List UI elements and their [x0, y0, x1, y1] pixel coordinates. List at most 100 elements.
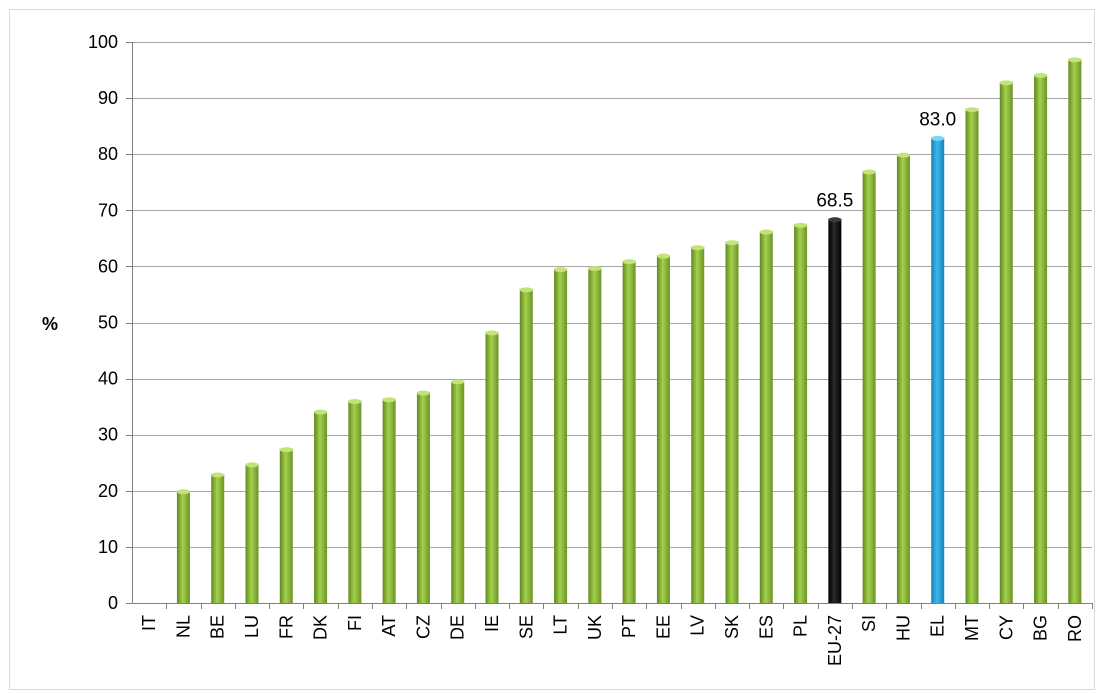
- bar-dk: [314, 411, 328, 603]
- x-tick-label: EU-27: [825, 615, 845, 666]
- bar-lv: [691, 246, 705, 603]
- data-label-el: 83.0: [919, 109, 956, 130]
- x-tick-label: DK: [311, 615, 331, 640]
- x-tick-label: CZ: [413, 615, 433, 639]
- x-tick-label: LT: [551, 615, 571, 635]
- bar-pt: [622, 260, 636, 603]
- bar-cap-ie: [485, 330, 499, 336]
- x-tick-label: LU: [242, 615, 262, 638]
- bar-cap-bg: [1034, 73, 1048, 79]
- x-tick-label: PL: [791, 615, 811, 637]
- y-tick-labels: 0 10 20 30 40 50 60 70 80 90 100: [88, 32, 118, 613]
- x-tick-label: RO: [1065, 615, 1085, 642]
- bar-cap-pt: [622, 259, 636, 265]
- bar-fi: [348, 400, 362, 603]
- y-tick-label: 70: [98, 200, 118, 220]
- bar-cap-lv: [691, 245, 705, 251]
- bar-cap-pl: [794, 222, 808, 228]
- x-tick-label: UK: [585, 615, 605, 640]
- x-tick-label: FI: [345, 615, 365, 631]
- chart-frame: [9, 9, 1095, 690]
- bar-cap-hu: [896, 152, 910, 158]
- x-tick-labels: IT NL BE LU FR DK FI AT CZ DE IE SE LT UK PT EE LV SK ES PL…: [139, 615, 1085, 666]
- x-tick-label: BE: [208, 615, 228, 639]
- bar-cap-mt: [965, 107, 979, 113]
- bar-cap-fi: [348, 398, 362, 404]
- bar-bg: [1034, 74, 1048, 603]
- axes: [126, 42, 1093, 609]
- y-tick-label: 50: [98, 313, 118, 333]
- x-tick-label: AT: [379, 615, 399, 637]
- bar-cap-uk: [588, 266, 602, 272]
- y-tick-label: 100: [88, 32, 118, 52]
- data-label-eu-27: 68.5: [816, 191, 853, 212]
- bar-cap-se: [519, 287, 533, 293]
- bar-fr: [279, 448, 293, 603]
- x-tick-label: LV: [688, 615, 708, 636]
- bar-sk: [725, 241, 739, 603]
- bar-cap-cy: [999, 80, 1013, 86]
- x-tick-label: EE: [653, 615, 673, 639]
- bar-cap-cz: [416, 390, 430, 396]
- bar-cap-de: [451, 379, 465, 385]
- y-tick-label: 0: [108, 593, 118, 613]
- x-tick-label: MT: [962, 615, 982, 641]
- x-tick-label: ES: [756, 615, 776, 639]
- bar-cap-eu-27: [828, 217, 842, 223]
- bar-mt: [965, 108, 979, 603]
- bar-cap-ee: [656, 253, 670, 259]
- x-tick-label: NL: [173, 615, 193, 638]
- bar-si: [862, 171, 876, 603]
- bar-cap-nl: [176, 489, 190, 495]
- bar-hu: [896, 154, 910, 603]
- bar-lu: [245, 463, 259, 603]
- y-tick-label: 90: [98, 88, 118, 108]
- bar-cy: [999, 81, 1013, 604]
- bar-uk: [588, 267, 602, 603]
- bar-nl: [176, 490, 190, 603]
- bar-at: [382, 398, 396, 603]
- x-tick-label: EL: [928, 615, 948, 637]
- y-tick-label: 20: [98, 481, 118, 501]
- bar-cap-dk: [314, 409, 328, 415]
- x-tick-label: IE: [482, 615, 502, 632]
- x-tick-label: CY: [996, 615, 1016, 640]
- y-axis-label: %: [42, 314, 58, 334]
- bar-cap-es: [759, 229, 773, 235]
- bar-cap-at: [382, 397, 396, 403]
- bar-de: [451, 380, 465, 603]
- bar-el: [931, 137, 945, 603]
- bar-ee: [656, 255, 670, 603]
- bar-cap-lt: [554, 267, 568, 273]
- bar-eu-27: [828, 218, 842, 603]
- bar-cap-fr: [279, 447, 293, 453]
- bar-ro: [1068, 58, 1082, 603]
- bar-cap-ro: [1068, 57, 1082, 63]
- x-tick-label: SE: [516, 615, 536, 639]
- bar-be: [211, 473, 225, 603]
- bar-ie: [485, 332, 499, 603]
- x-tick-label: DE: [448, 615, 468, 640]
- bar-cap-sk: [725, 240, 739, 246]
- bar-cz: [416, 392, 430, 603]
- x-tick-label: HU: [893, 615, 913, 641]
- x-tick-label: SK: [722, 615, 742, 639]
- x-tick-label: IT: [139, 615, 159, 631]
- bar-cap-el: [931, 135, 945, 141]
- bar-cap-be: [211, 472, 225, 478]
- bar-se: [519, 288, 533, 603]
- x-tick-label: BG: [1031, 615, 1051, 641]
- y-tick-label: 80: [98, 144, 118, 164]
- y-tick-label: 30: [98, 425, 118, 445]
- bar-es: [759, 231, 773, 603]
- bar-cap-lu: [245, 462, 259, 468]
- y-tick-label: 60: [98, 256, 118, 276]
- x-tick-label: SI: [859, 615, 879, 632]
- x-tick-label: PT: [619, 615, 639, 638]
- x-tick-label: FR: [276, 615, 296, 639]
- y-tick-label: 10: [98, 537, 118, 557]
- bar-pl: [794, 224, 808, 603]
- bar-lt: [554, 268, 568, 603]
